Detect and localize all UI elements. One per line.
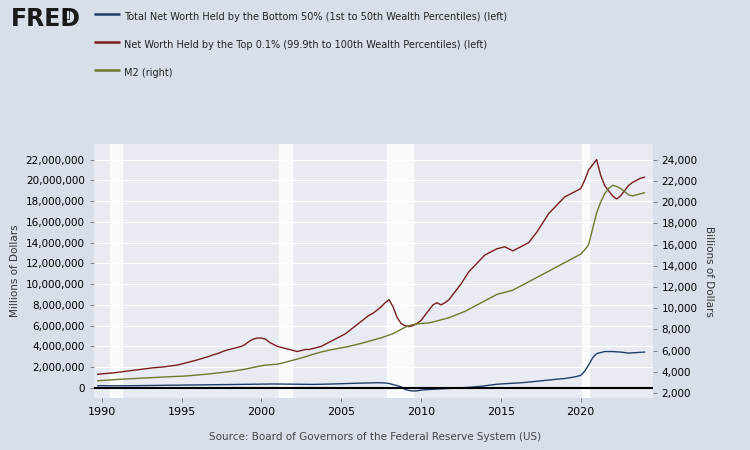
- Text: Total Net Worth Held by the Bottom 50% (1st to 50th Wealth Percentiles) (left): Total Net Worth Held by the Bottom 50% (…: [124, 12, 507, 22]
- Y-axis label: Millions of Dollars: Millions of Dollars: [10, 225, 20, 317]
- Text: FRED: FRED: [11, 7, 81, 31]
- Bar: [388, 144, 413, 398]
- Bar: [279, 144, 292, 398]
- Bar: [110, 144, 122, 398]
- Text: Net Worth Held by the Top 0.1% (99.9th to 100th Wealth Percentiles) (left): Net Worth Held by the Top 0.1% (99.9th t…: [124, 40, 487, 50]
- Y-axis label: Billions of Dollars: Billions of Dollars: [704, 226, 714, 316]
- Text: M2 (right): M2 (right): [124, 68, 172, 78]
- Text: Source: Board of Governors of the Federal Reserve System (US): Source: Board of Governors of the Federa…: [209, 432, 541, 442]
- Bar: [582, 144, 589, 398]
- Text: 📈: 📈: [62, 8, 70, 21]
